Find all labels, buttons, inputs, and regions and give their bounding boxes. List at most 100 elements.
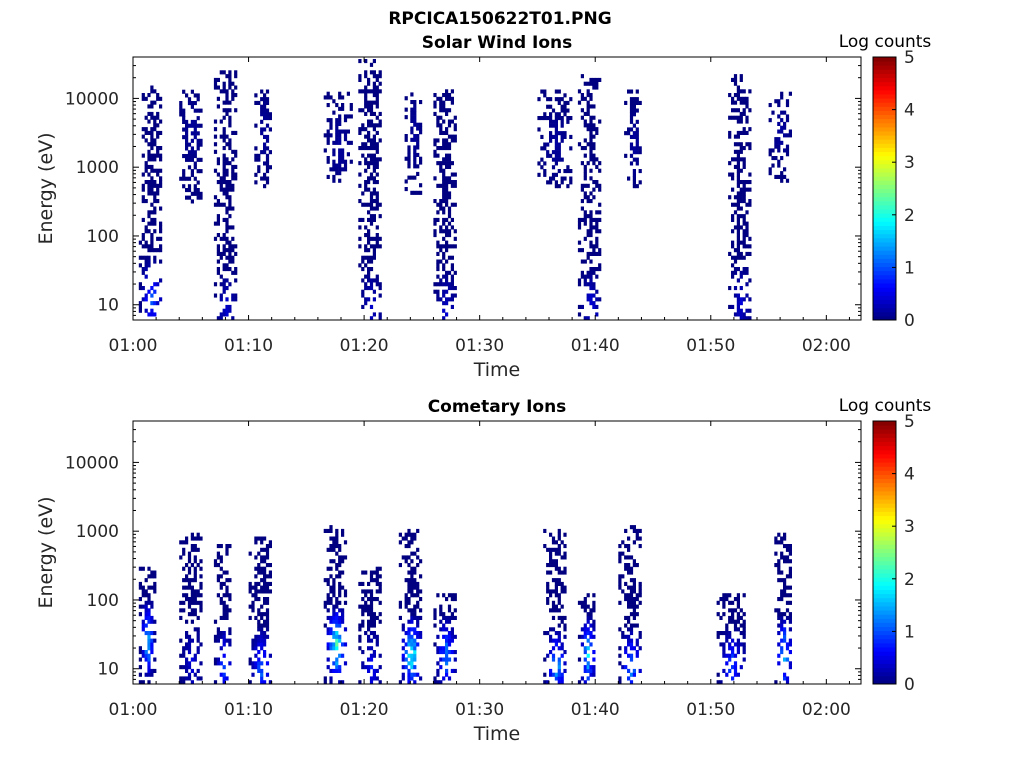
spectrogram-cell [554,608,558,613]
spectrogram-cell [413,190,417,195]
spectrogram-cell [739,623,743,628]
spectrogram-cell [185,676,189,681]
spectrogram-cell [147,248,151,253]
spectrogram-cell [442,657,446,662]
spectrogram-cell [265,134,270,139]
spectrogram-cell [398,604,402,609]
spectrogram-cell [375,574,379,579]
spectrogram-cell [549,555,553,560]
spectrogram-cell [742,96,746,101]
spectrogram-cell [442,255,446,260]
spectrogram-cell [543,172,547,177]
spectrogram-cell [783,559,787,564]
spectrogram-cell [722,600,726,605]
spectrogram-cell [445,180,449,185]
spectrogram-cell [413,578,417,583]
spectrogram-cell [378,286,382,291]
spectrogram-cell [219,274,223,279]
spectrogram-cell [638,100,642,105]
spectrogram-cell [745,202,749,207]
spectrogram-cell [731,187,735,192]
spectrogram-cell [447,93,452,98]
colorbar-swatch [873,651,896,656]
spectrogram-cell [589,199,593,204]
spectrogram-cell [341,106,345,111]
spectrogram-cell [580,74,584,79]
spectrogram-cell [222,168,226,173]
spectrogram-cell [436,680,440,685]
spectrogram-cell [557,566,561,571]
spectrogram-cell [447,96,452,101]
spectrogram-cell [404,604,408,609]
spectrogram-cell [265,563,270,568]
spectrogram-cell [225,615,229,620]
spectrogram-cell [190,608,194,613]
spectrogram-cell [783,125,787,130]
spectrogram-cell [182,680,186,685]
spectrogram-cell [199,108,203,113]
spectrogram-cell [401,646,405,651]
spectrogram-cell [777,612,781,617]
spectrogram-cell [213,657,218,662]
spectrogram-cell [413,103,417,108]
colorbar-swatch [873,630,896,636]
spectrogram-cell [156,191,160,196]
spectrogram-cell [185,123,189,128]
spectrogram-cell [398,540,402,545]
spectrogram-cell [722,612,726,617]
spectrogram-cell [736,157,740,162]
spectrogram-cell [560,585,564,590]
spectrogram-cell [407,668,411,673]
spectrogram-cell [193,135,197,140]
colorbar-swatch [873,568,896,574]
spectrogram-cell [182,184,186,189]
spectrogram-cell [231,316,235,321]
spectrogram-cell [150,221,154,226]
spectrogram-cell [551,157,556,162]
colorbar-swatch [873,675,896,681]
spectrogram-cell [450,650,454,655]
spectrogram-cell [404,107,408,112]
burst [404,92,423,195]
spectrogram-cell [742,89,746,94]
spectrogram-cell [413,115,417,120]
spectrogram-cell [193,570,197,575]
spectrogram-cell [367,255,371,260]
spectrogram-cell [557,570,561,575]
spectrogram-cell [150,191,154,196]
spectrogram-cell [748,278,752,283]
spectrogram-cell [598,210,602,215]
spectrogram-cell [771,110,775,115]
spectrogram-cell [551,559,556,564]
spectrogram-cell [234,251,238,256]
spectrogram-cell [150,642,154,647]
spectrogram-cell [263,176,267,181]
spectrogram-cell [554,540,558,545]
spectrogram-cell [445,89,449,94]
colorbar-tick-label: 0 [904,675,915,695]
spectrogram-cell [731,650,735,655]
spectrogram-cell [213,661,218,666]
spectrogram-cell [554,116,558,121]
spectrogram-cell [598,202,602,207]
spectrogram-cell [187,123,192,128]
spectrogram-cell [450,615,454,620]
spectrogram-cell [231,168,235,173]
spectrogram-cell [222,608,226,613]
spectrogram-cell [225,593,229,598]
spectrogram-cell [367,668,371,673]
spectrogram-cell [725,653,729,658]
spectrogram-cell [367,627,371,632]
spectrogram-cell [404,156,408,161]
spectrogram-cell [580,199,584,204]
spectrogram-cell [618,585,622,590]
spectrogram-cell [378,680,382,685]
spectrogram-cell [728,161,732,166]
spectrogram-cell [442,282,446,287]
spectrogram-cell [404,179,408,184]
spectrogram-cell [219,672,223,677]
spectrogram-cell [141,619,145,624]
spectrogram-cell [147,104,151,109]
x-tick-label: 02:00 [802,700,851,720]
spectrogram-cell [375,191,379,196]
